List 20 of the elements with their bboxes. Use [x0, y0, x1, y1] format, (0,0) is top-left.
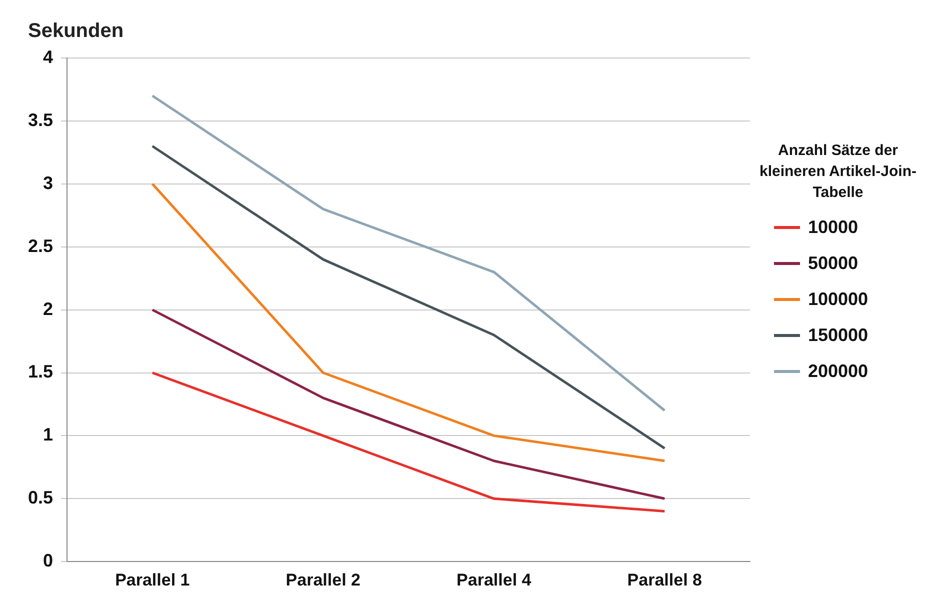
- y-tick-label: 2: [43, 298, 54, 319]
- x-tick-label: Parallel 8: [627, 570, 702, 590]
- y-tick-label: 2.5: [28, 236, 54, 256]
- y-tick-label: 3: [43, 172, 54, 193]
- legend-label: 100000: [808, 288, 868, 310]
- x-tick-label: Parallel 1: [115, 570, 190, 590]
- x-tick-label: Parallel 4: [456, 570, 532, 590]
- legend-title: Anzahl Sätze der kleineren Artikel-Join-Tabelle: [758, 141, 918, 203]
- legend-label: 10000: [808, 216, 858, 238]
- y-tick-label: 4: [43, 46, 54, 67]
- x-tick-label: Parallel 2: [286, 570, 360, 590]
- legend-label: 150000: [808, 324, 868, 346]
- legend-label: 200000: [808, 360, 868, 382]
- y-tick-label: 3.5: [28, 110, 54, 130]
- y-axis-title: Sekunden: [28, 20, 124, 43]
- y-tick-label: 0.5: [28, 488, 54, 508]
- y-tick-label: 1: [43, 424, 54, 445]
- y-tick-label: 0: [43, 550, 54, 571]
- legend-label: 50000: [808, 252, 858, 274]
- y-tick-label: 1.5: [28, 362, 54, 382]
